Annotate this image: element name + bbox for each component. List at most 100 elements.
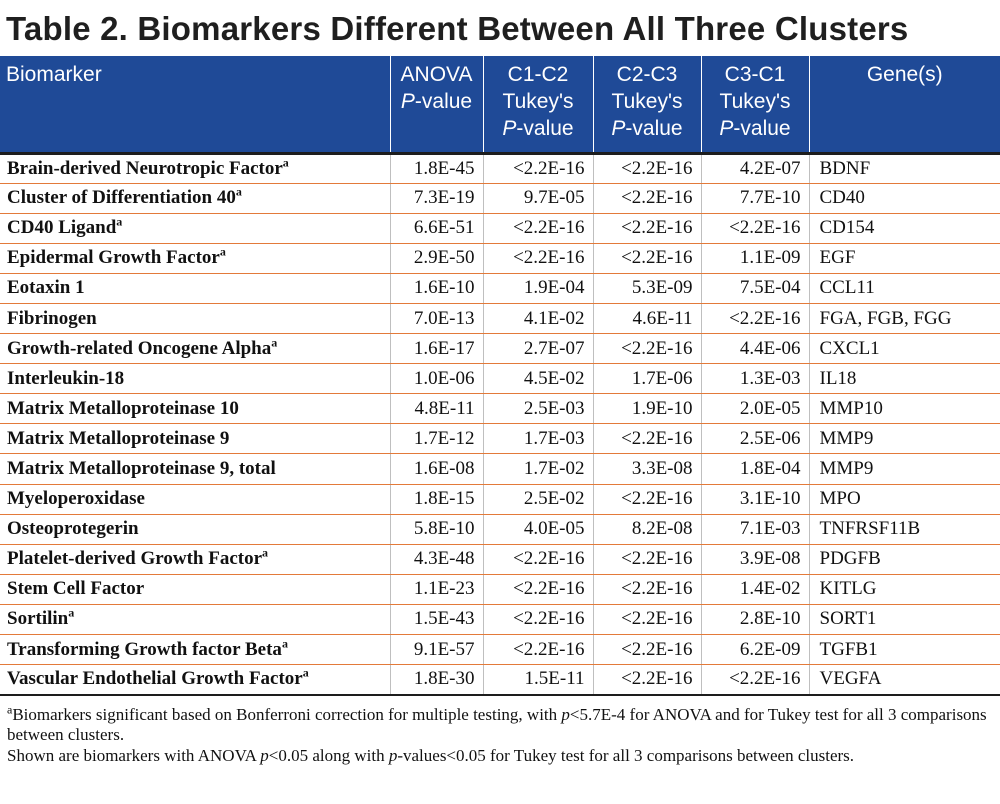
c1-c2-pvalue: 9.7E-05 [483,183,594,214]
biomarker-name: Matrix Metalloproteinase 9 [0,423,391,455]
c3-c1-pvalue: 1.1E-09 [701,243,810,274]
c3-c1-pvalue: <2.2E-16 [701,213,810,244]
header-row: Biomarker ANOVA P-value C1-C2 Tukey's P-val… [0,56,1000,155]
anova-pvalue: 1.6E-10 [390,273,484,304]
c1-c2-pvalue: <2.2E-16 [483,604,594,636]
c2-c3-pvalue: 8.2E-08 [593,514,702,545]
table-row: Platelet-derived Growth Factora 4.3E-48 <2… [0,544,1000,575]
footnote-selection: Shown are biomarkers with ANOVA p<0.05 a… [7,746,855,765]
c2-c3-pvalue: <2.2E-16 [593,544,702,575]
c3-c1-pvalue: <2.2E-16 [701,303,810,335]
c1-c2-pvalue: <2.2E-16 [483,213,594,244]
biomarker-name: Platelet-derived Growth Factora [0,544,391,575]
header-c2-c3-tukey: C2-C3 Tukey's P-value [593,56,702,155]
gene-symbols: KITLG [809,574,1000,605]
table-row: Fibrinogen 7.0E-13 4.1E-02 4.6E-11 <2.2E-16 F… [0,303,1000,335]
c1-c2-pvalue: 2.7E-07 [483,333,594,365]
header-biomarker: Biomarker [0,56,391,155]
gene-symbols: PDGFB [809,544,1000,575]
significance-marker: a [302,666,309,681]
anova-pvalue: 1.0E-06 [390,363,484,395]
anova-pvalue: 7.0E-13 [390,303,484,335]
gene-symbols: MMP10 [809,393,1000,425]
gene-symbols: TGFB1 [809,634,1000,666]
gene-symbols: EGF [809,243,1000,274]
c3-c1-pvalue: 3.1E-10 [701,484,810,515]
header-line: Gene(s) [866,63,943,86]
c1-c2-pvalue: 1.9E-04 [483,273,594,304]
anova-pvalue: 2.9E-50 [390,243,484,274]
c1-c2-pvalue: 1.5E-11 [483,664,594,696]
table-row: Growth-related Oncogene Alphaa 1.6E-17 2.7… [0,333,1000,365]
c1-c2-pvalue: 1.7E-03 [483,423,594,455]
header-line: P-value [400,90,473,113]
footnotes: aBiomarkers significant based on Bonferr… [7,702,992,766]
biomarker-table: Biomarker ANOVA P-value C1-C2 Tukey's P-val… [0,56,1000,696]
anova-pvalue: 1.6E-08 [390,453,484,485]
c2-c3-pvalue: <2.2E-16 [593,664,702,696]
c2-c3-pvalue: 1.9E-10 [593,393,702,425]
gene-symbols: VEGFA [809,664,1000,696]
biomarker-name: Fibrinogen [0,303,391,335]
c3-c1-pvalue: 4.2E-07 [701,153,810,184]
table-row: Interleukin-18 1.0E-06 4.5E-02 1.7E-06 1.3E-… [0,363,1000,395]
anova-pvalue: 1.6E-17 [390,333,484,365]
biomarker-name: Vascular Endothelial Growth Factora [0,664,391,696]
c3-c1-pvalue: <2.2E-16 [701,664,810,696]
header-line: ANOVA [400,63,473,86]
c2-c3-pvalue: <2.2E-16 [593,423,702,455]
anova-pvalue: 7.3E-19 [390,183,484,214]
anova-pvalue: 4.8E-11 [390,393,484,425]
significance-marker: a [235,184,242,199]
anova-pvalue: 5.8E-10 [390,514,484,545]
anova-pvalue: 1.8E-15 [390,484,484,515]
gene-symbols: CD154 [809,213,1000,244]
gene-symbols: MMP9 [809,453,1000,485]
table-row: Transforming Growth factor Betaa 9.1E-57 <… [0,634,1000,666]
c1-c2-pvalue: 2.5E-02 [483,484,594,515]
c1-c2-pvalue: <2.2E-16 [483,153,594,184]
header-genes: Gene(s) [809,56,1000,155]
biomarker-name: Epidermal Growth Factora [0,243,391,274]
c2-c3-pvalue: <2.2E-16 [593,574,702,605]
significance-marker: a [116,214,123,229]
table-row: Stem Cell Factor 1.1E-23 <2.2E-16 <2.2E-16 1… [0,574,1000,605]
biomarker-name: Osteoprotegerin [0,514,391,545]
significance-marker: a [271,335,278,350]
table-row: Eotaxin 1 1.6E-10 1.9E-04 5.3E-09 7.5E-04 CCL… [0,273,1000,304]
c3-c1-pvalue: 7.1E-03 [701,514,810,545]
c2-c3-pvalue: <2.2E-16 [593,153,702,184]
c2-c3-pvalue: <2.2E-16 [593,183,702,214]
anova-pvalue: 1.8E-30 [390,664,484,696]
biomarker-name: Interleukin-18 [0,363,391,395]
c1-c2-pvalue: 2.5E-03 [483,393,594,425]
significance-marker: a [281,636,288,651]
header-line: Tukey's [611,90,683,113]
c3-c1-pvalue: 2.0E-05 [701,393,810,425]
anova-pvalue: 1.8E-45 [390,153,484,184]
table-title: Table 2. Biomarkers Different Between Al… [6,10,909,47]
biomarker-name: CD40 Liganda [0,213,391,244]
footnote-bonferroni: aBiomarkers significant based on Bonferr… [7,702,987,744]
header-line: C1-C2 [507,63,569,86]
header-line: Tukey's [719,90,791,113]
c2-c3-pvalue: <2.2E-16 [593,604,702,636]
header-line: C2-C3 [616,63,678,86]
c2-c3-pvalue: 3.3E-08 [593,453,702,485]
c3-c1-pvalue: 7.5E-04 [701,273,810,304]
significance-marker: a [282,155,289,170]
gene-symbols: SORT1 [809,604,1000,636]
anova-pvalue: 1.7E-12 [390,423,484,455]
header-c1-c2-tukey: C1-C2 Tukey's P-value [483,56,594,155]
table-row: Osteoprotegerin 5.8E-10 4.0E-05 8.2E-08 7.1E… [0,514,1000,545]
table-row: Matrix Metalloproteinase 10 4.8E-11 2.5E-0… [0,393,1000,425]
c3-c1-pvalue: 4.4E-06 [701,333,810,365]
header-line: P-value [719,117,791,140]
significance-marker: a [219,245,226,259]
biomarker-name: Eotaxin 1 [0,273,391,304]
biomarker-name: Stem Cell Factor [0,574,391,605]
c3-c1-pvalue: 1.8E-04 [701,453,810,485]
table-row: Matrix Metalloproteinase 9, total 1.6E-08… [0,453,1000,485]
c2-c3-pvalue: <2.2E-16 [593,243,702,274]
header-anova-pvalue: ANOVA P-value [390,56,484,155]
